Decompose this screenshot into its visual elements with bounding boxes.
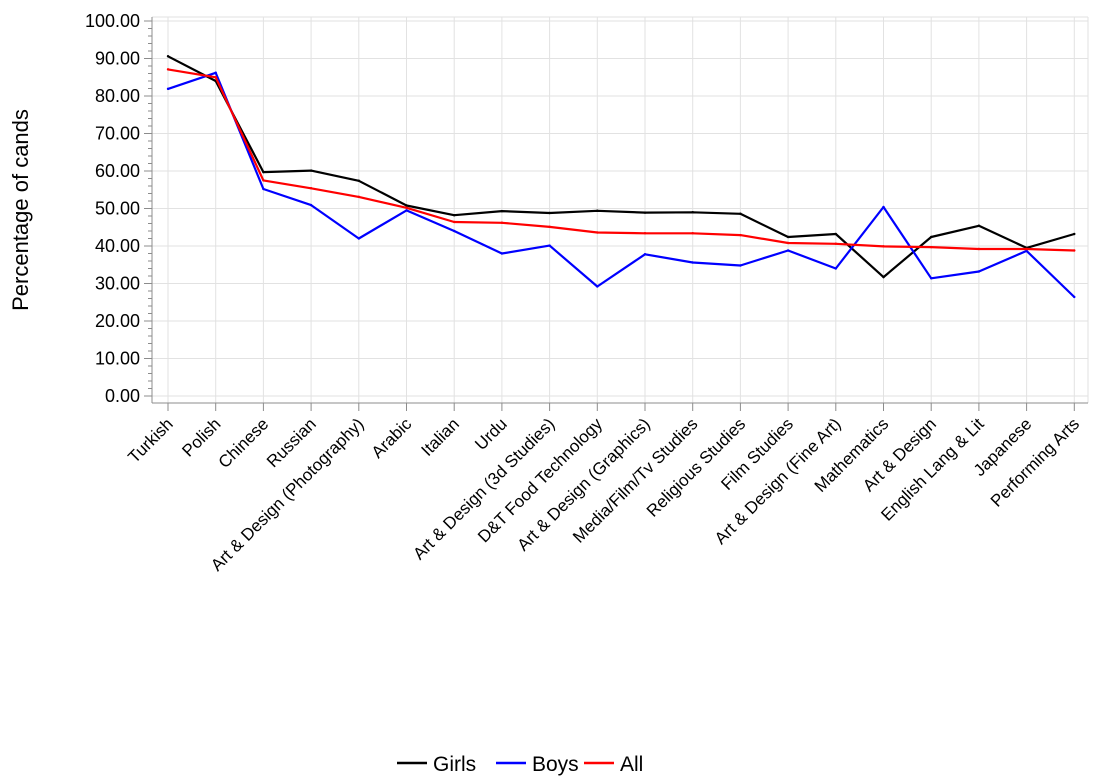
data-point-all bbox=[166, 68, 170, 71]
data-point-girls bbox=[977, 224, 981, 227]
data-point-boys bbox=[500, 252, 504, 255]
y-tick-label: 10.00 bbox=[95, 349, 140, 369]
series-line-all bbox=[167, 68, 1075, 252]
data-point-girls bbox=[405, 204, 408, 207]
data-point-boys bbox=[882, 205, 885, 209]
data-point-boys bbox=[405, 209, 408, 212]
data-point-girls bbox=[882, 275, 885, 279]
data-point-boys bbox=[1073, 295, 1076, 299]
data-point-all bbox=[548, 225, 551, 229]
axis-layer bbox=[144, 17, 1088, 411]
series-line-boys bbox=[167, 71, 1076, 298]
data-point-all bbox=[691, 232, 694, 235]
data-point-all bbox=[262, 179, 265, 182]
data-point-all bbox=[405, 206, 408, 209]
data-point-all bbox=[739, 233, 742, 237]
y-tick-label: 100.00 bbox=[85, 11, 140, 31]
data-point-all bbox=[1073, 249, 1076, 252]
data-point-all bbox=[357, 195, 360, 199]
data-point-boys bbox=[548, 244, 551, 247]
x-tick-label: Turkish bbox=[124, 414, 176, 466]
data-point-boys bbox=[977, 270, 981, 273]
legend-label-all: All bbox=[620, 753, 643, 776]
legend-label-boys: Boys bbox=[532, 753, 579, 776]
y-tick-label: 50.00 bbox=[95, 199, 140, 219]
data-point-boys bbox=[786, 249, 790, 252]
x-tick-label: Polish bbox=[178, 414, 224, 460]
data-point-all bbox=[882, 245, 885, 248]
data-point-all bbox=[977, 247, 981, 251]
data-point-girls bbox=[596, 209, 599, 212]
y-tick-label: 80.00 bbox=[95, 86, 140, 106]
y-tick-label: 20.00 bbox=[95, 311, 140, 331]
data-point-girls bbox=[691, 211, 694, 214]
x-tick-label: Performing Arts bbox=[987, 414, 1083, 510]
data-point-girls bbox=[262, 170, 265, 174]
data-point-boys bbox=[596, 285, 599, 288]
data-point-all bbox=[500, 221, 504, 224]
data-point-girls bbox=[500, 209, 504, 213]
legend: Girls Boys All bbox=[397, 753, 643, 776]
data-point-girls bbox=[1073, 232, 1076, 236]
y-tick-label: 60.00 bbox=[95, 161, 140, 181]
data-point-boys bbox=[643, 253, 647, 256]
data-point-all bbox=[930, 245, 933, 249]
grid-layer bbox=[152, 16, 1089, 403]
x-tick-label: Chinese bbox=[215, 414, 273, 472]
data-point-boys bbox=[166, 87, 170, 91]
data-point-girls bbox=[453, 214, 456, 217]
data-point-girls bbox=[548, 211, 551, 215]
y-tick-label: 0.00 bbox=[105, 386, 140, 406]
data-point-boys bbox=[739, 264, 742, 267]
data-point-all bbox=[786, 241, 790, 245]
series-layer bbox=[166, 55, 1076, 299]
data-point-girls bbox=[834, 232, 837, 236]
x-tick-label: Urdu bbox=[471, 414, 510, 453]
data-point-girls bbox=[357, 179, 360, 182]
y-axis-title: Percentage of cands bbox=[8, 109, 33, 311]
data-point-boys bbox=[357, 237, 360, 240]
data-point-all bbox=[1025, 247, 1028, 251]
data-point-girls bbox=[309, 169, 313, 172]
data-point-girls bbox=[739, 212, 742, 215]
y-tick-label: 30.00 bbox=[95, 274, 140, 294]
data-point-all bbox=[309, 187, 313, 190]
data-point-all bbox=[643, 232, 647, 235]
x-tick-label: Italian bbox=[418, 414, 464, 460]
data-point-girls bbox=[786, 235, 790, 239]
data-point-boys bbox=[1025, 249, 1028, 253]
legend-label-girls: Girls bbox=[433, 753, 476, 776]
y-tick-label: 90.00 bbox=[95, 49, 140, 69]
data-point-boys bbox=[262, 187, 265, 191]
data-point-girls bbox=[930, 235, 933, 239]
data-point-boys bbox=[834, 267, 837, 270]
data-point-boys bbox=[309, 203, 313, 207]
y-tick-label: 40.00 bbox=[95, 236, 140, 256]
x-tick-label: Arabic bbox=[368, 414, 416, 462]
y-tick-label: 70.00 bbox=[95, 124, 140, 144]
data-point-girls bbox=[643, 211, 647, 214]
series-line-girls bbox=[167, 55, 1075, 279]
data-point-boys bbox=[453, 229, 456, 233]
data-point-all bbox=[453, 220, 456, 224]
data-point-boys bbox=[930, 277, 933, 280]
data-point-all bbox=[834, 242, 837, 245]
data-point-boys bbox=[691, 261, 694, 264]
data-point-all bbox=[214, 76, 217, 79]
data-point-girls bbox=[166, 55, 170, 58]
data-point-boys bbox=[214, 71, 217, 74]
data-point-all bbox=[596, 231, 599, 234]
